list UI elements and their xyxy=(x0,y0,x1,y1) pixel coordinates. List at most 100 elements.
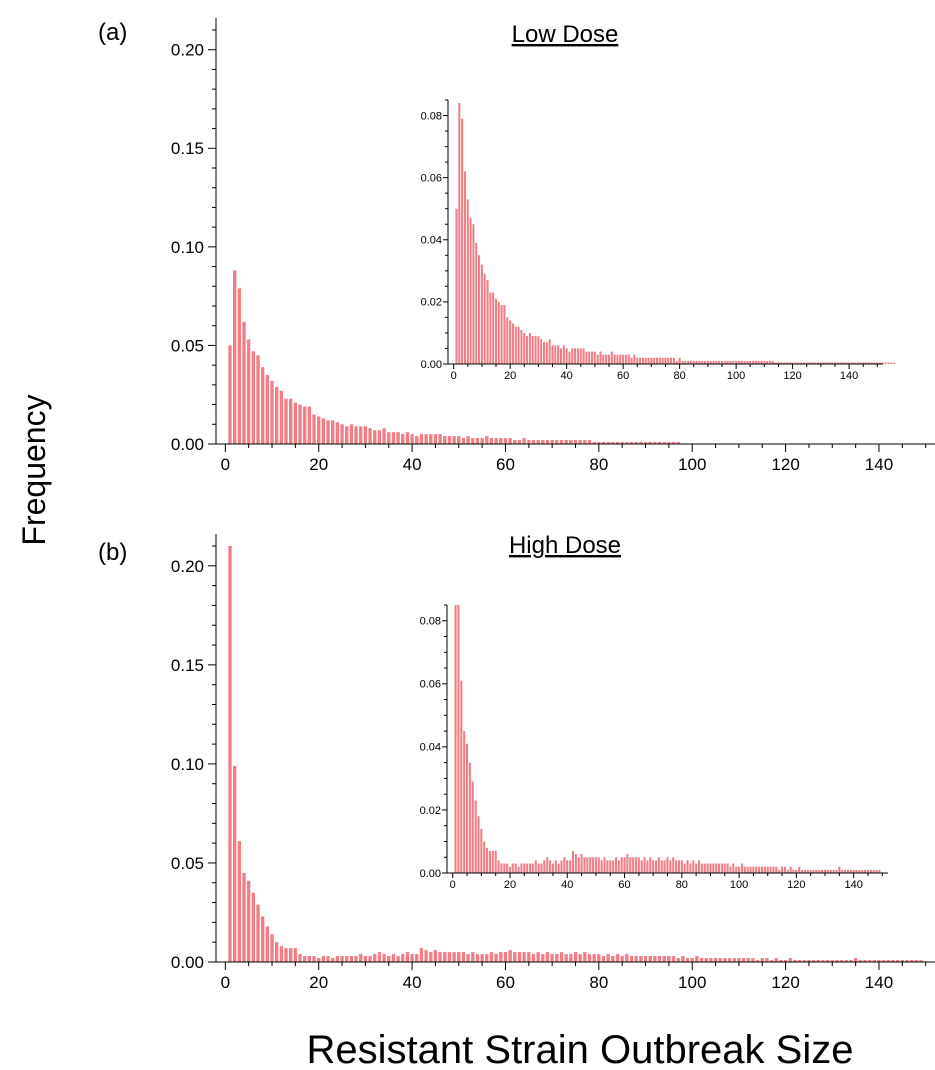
panel-b-inset-bar xyxy=(740,863,743,873)
panel-b-inset-bar xyxy=(597,857,600,873)
panel-a-inset-bar xyxy=(692,360,695,364)
panel-b-title: High Dose xyxy=(509,532,621,559)
panel-b-inset-bar xyxy=(569,860,572,873)
panel-a-inset-bar xyxy=(735,360,738,364)
panel-b-main-bar xyxy=(737,958,741,962)
panel-a-inset-bar xyxy=(839,362,842,364)
panel-a-main-bar xyxy=(569,440,573,444)
panel-b-inset-bar xyxy=(623,857,626,873)
panel-b-main-bar xyxy=(289,948,293,962)
panel-b-inset-bar xyxy=(634,857,638,873)
panel-b-main-bar xyxy=(359,954,363,962)
panel-a-inset-bar xyxy=(613,354,616,364)
panel-b-inset-y-tick-label: 0.00 xyxy=(420,868,441,880)
panel-b-high-dose: (b) High Dose 0 20 40 60 80 100 120 140 0.00 0.05… xyxy=(98,532,935,992)
panel-b-inset-bar xyxy=(609,860,612,873)
panel-b-main-bar xyxy=(611,956,615,962)
panel-b-inset-bar xyxy=(460,680,463,873)
panel-b-main-x-tick-label: 100 xyxy=(678,973,706,992)
panel-a-inset-bar xyxy=(678,357,681,364)
panel-b-main-bar xyxy=(620,956,624,962)
panel-b-inset-bar xyxy=(463,731,466,873)
panel-a-main-bar xyxy=(237,288,242,444)
panel-b-main-bar xyxy=(802,960,806,962)
panel-a-main-bar xyxy=(657,442,662,444)
panel-a-inset-x-tick-label: 140 xyxy=(840,370,858,382)
panel-a-inset-x-tick-label: 60 xyxy=(617,370,629,382)
panel-a-inset-bar xyxy=(658,357,661,364)
panel-b-inset-y-tick-label: 0.08 xyxy=(420,616,441,628)
panel-b-inset-bar xyxy=(821,869,824,873)
panel-b-main-y-tick-label: 0.00 xyxy=(171,953,204,972)
panel-b-main-bar xyxy=(485,954,489,962)
panel-a-inset-bar xyxy=(718,360,721,364)
panel-b-main-bar xyxy=(405,952,410,962)
panel-a-inset-bar xyxy=(622,354,625,364)
panel-b-inset-x-tick-label: 140 xyxy=(844,879,862,891)
panel-b-inset-bar xyxy=(849,869,852,873)
panel-b-inset-bar xyxy=(838,866,841,873)
panel-a-low-dose: (a) Low Dose 0 20 40 60 80 100 120 1400.000.050… xyxy=(98,18,935,474)
panel-b-main-bar xyxy=(419,948,424,962)
panel-b-main-bar xyxy=(228,546,232,962)
panel-b-main-bar xyxy=(331,958,335,962)
panel-b-inset-bar xyxy=(640,860,643,873)
panel-b-main-bar xyxy=(368,956,372,962)
panel-b-inset-bar xyxy=(749,866,752,873)
panel-b-main-bar xyxy=(494,954,498,962)
panel-b-main-bar xyxy=(275,942,279,962)
panel-b-main-bar xyxy=(256,904,260,962)
panel-a-inset-bar xyxy=(633,354,636,364)
panel-a-inset-bar xyxy=(825,362,828,364)
panel-a-inset-bar xyxy=(469,218,472,364)
panel-b-inset-bar xyxy=(772,866,775,873)
panel-b-inset-bar xyxy=(480,828,483,873)
panel-b-main-bar xyxy=(797,960,802,962)
panel-b-main-bar xyxy=(592,954,596,962)
panel-b-inset-bar xyxy=(746,866,749,873)
panel-b-main-bar xyxy=(335,956,340,962)
panel-a-main-bar xyxy=(559,440,564,444)
panel-b-main-plot: 0 20 40 60 80 100 120 140 0.00 0.05 0.10 0.15 0.20 xyxy=(171,534,935,992)
panel-a-inset-bar xyxy=(774,362,777,364)
panel-a-inset-bar xyxy=(495,298,498,364)
panel-b-inset-bar xyxy=(809,869,812,873)
panel-a-main-x-tick-label: 20 xyxy=(309,455,328,474)
panel-b-main-bar xyxy=(601,956,606,962)
panel-a-main-bar xyxy=(597,442,601,444)
panel-b-inset-bar xyxy=(700,863,703,873)
panel-b-main-bar xyxy=(387,956,391,962)
panel-a-main-bar xyxy=(517,440,522,444)
panel-b-inset-bar xyxy=(683,863,686,873)
panel-a-inset-bar xyxy=(616,354,619,364)
panel-b-main-bar xyxy=(811,960,816,962)
panel-a-inset-bar xyxy=(559,348,562,364)
panel-b-main-bar xyxy=(839,960,844,962)
panel-a-inset-bar xyxy=(794,362,797,364)
panel-b-inset-bar xyxy=(600,860,603,873)
panel-b-main-bar xyxy=(242,872,246,962)
panel-a-inset-bar xyxy=(723,360,726,364)
panel-b-main-bar xyxy=(457,952,461,962)
panel-a-inset-bar xyxy=(675,360,678,364)
panel-a-inset-bar xyxy=(588,351,591,364)
panel-b-main-bar xyxy=(527,952,531,962)
panel-a-main-bar xyxy=(331,420,335,444)
panel-b-main-y-tick-label: 0.10 xyxy=(171,755,204,774)
panel-b-main-bar xyxy=(746,958,750,962)
panel-b-main-bar xyxy=(769,960,774,962)
panel-a-main-bar xyxy=(578,440,582,444)
panel-b-inset-bar xyxy=(649,857,652,873)
panel-a-inset-bar xyxy=(752,360,755,364)
panel-b-inset-bar xyxy=(680,860,683,873)
panel-b-main-bar xyxy=(382,954,386,962)
panel-a-main-y-tick-label: 0.15 xyxy=(171,139,204,158)
panel-a-inset-bar xyxy=(483,273,486,364)
panel-b-inset-bar xyxy=(500,863,503,873)
panel-b-inset-bar xyxy=(632,857,635,873)
panel-a-inset-bar xyxy=(884,362,887,364)
panel-a-inset-bar xyxy=(704,360,707,364)
panel-a-title: Low Dose xyxy=(512,21,619,48)
panel-a-inset-bar xyxy=(593,351,596,364)
panel-a-inset-bar xyxy=(865,362,868,364)
